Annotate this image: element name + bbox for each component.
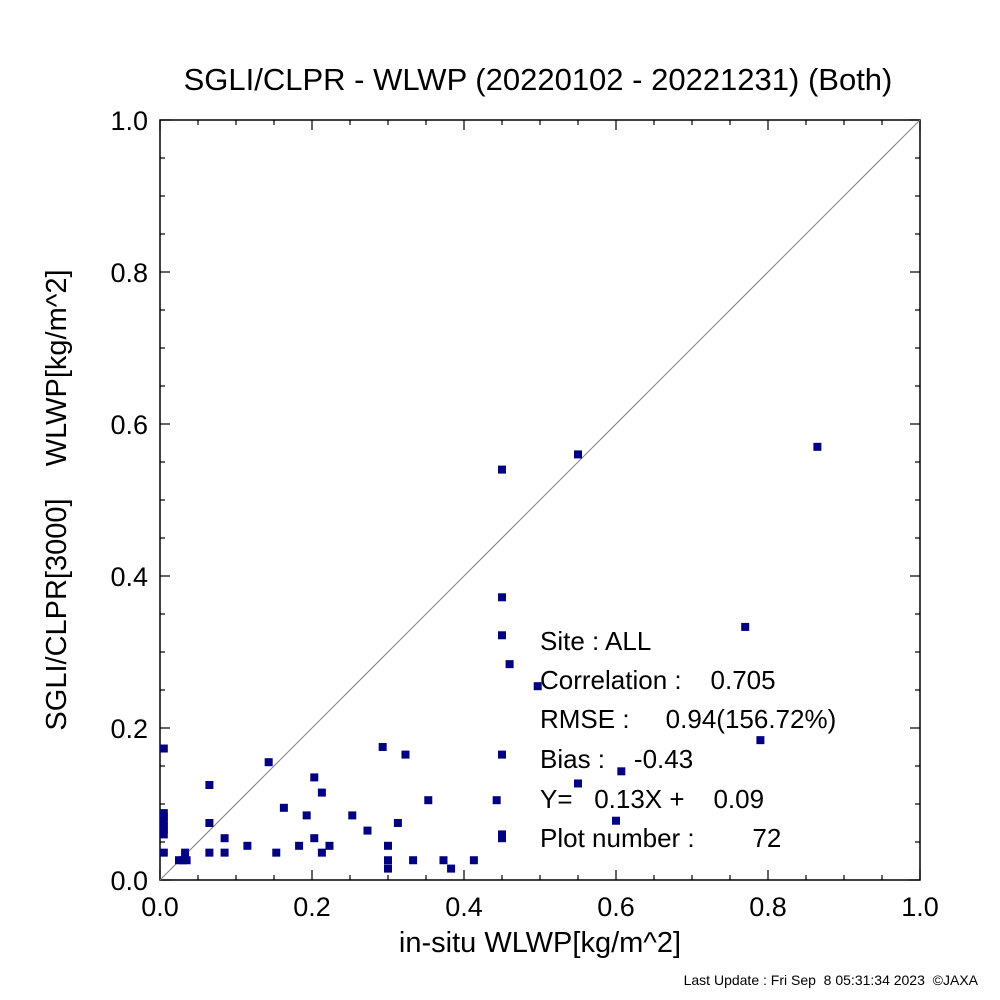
data-point <box>159 825 168 834</box>
data-point <box>533 682 542 691</box>
data-point <box>741 622 750 631</box>
stat-regression: Y= 0.13X + 0.09 <box>540 784 764 814</box>
data-point <box>159 817 168 826</box>
data-point <box>409 856 418 865</box>
data-point <box>182 856 191 865</box>
data-point <box>498 593 506 602</box>
data-point <box>505 660 514 669</box>
chart-title: SGLI/CLPR - WLWP (20220102 - 20221231) (… <box>184 62 893 97</box>
data-point <box>310 834 319 843</box>
data-point <box>243 841 252 850</box>
data-point <box>159 830 168 839</box>
data-point <box>325 841 334 850</box>
data-point <box>612 816 620 825</box>
data-point <box>264 758 273 767</box>
data-point <box>617 767 626 776</box>
x-tick-label: 0.8 <box>749 892 787 922</box>
data-points <box>159 442 822 873</box>
axis-ticks <box>159 119 921 881</box>
x-tick-label: 0.0 <box>141 892 179 922</box>
x-tick-label: 0.6 <box>597 892 635 922</box>
x-tick-label: 1.0 <box>901 892 939 922</box>
data-point <box>302 811 311 820</box>
data-point <box>469 856 478 865</box>
stat-bias: Bias : -0.43 <box>540 744 693 774</box>
data-point <box>220 848 229 857</box>
data-point <box>498 834 506 843</box>
data-point <box>384 856 392 865</box>
data-point <box>295 841 304 850</box>
data-point <box>498 465 506 474</box>
y-tick-label: 0.2 <box>110 714 148 744</box>
data-point <box>498 631 506 640</box>
data-point <box>205 781 214 789</box>
data-point <box>317 788 326 797</box>
data-point <box>393 819 402 827</box>
x-tick-label: 0.4 <box>445 892 483 922</box>
data-point <box>378 743 387 751</box>
x-tick-label: 0.2 <box>293 892 331 922</box>
data-point <box>401 750 410 759</box>
data-point <box>205 848 214 857</box>
last-update-footer: Last Update : Fri Sep 8 05:31:34 2023 ©J… <box>684 972 979 988</box>
data-point <box>813 442 822 451</box>
stat-rmse: RMSE : 0.94(156.72%) <box>540 704 836 734</box>
data-point <box>348 811 357 820</box>
data-point <box>498 750 506 759</box>
x-tick-labels: 0.0 0.2 0.4 0.6 0.8 1.0 <box>141 892 939 922</box>
data-point <box>447 864 456 873</box>
data-point <box>181 848 190 857</box>
one-to-one-line <box>159 119 921 881</box>
data-point <box>272 848 281 857</box>
data-point <box>756 736 765 745</box>
data-point <box>384 864 392 873</box>
data-point <box>574 450 582 459</box>
y-tick-label: 0.8 <box>110 258 148 288</box>
data-point <box>159 812 168 821</box>
data-point <box>439 856 448 865</box>
data-point <box>205 819 214 827</box>
data-point <box>310 773 319 782</box>
data-point <box>159 848 168 857</box>
data-point <box>220 834 229 843</box>
stat-site: Site : ALL <box>540 626 651 656</box>
x-axis-label: in-situ WLWP[kg/m^2] <box>399 927 681 959</box>
y-tick-label: 0.4 <box>110 562 148 592</box>
y-tick-label: 1.0 <box>110 106 148 136</box>
statistics-panel: Site : ALL Correlation : 0.705 RMSE : 0.… <box>540 626 836 853</box>
data-point <box>492 796 501 805</box>
data-point <box>317 848 326 857</box>
y-tick-label: 0.6 <box>110 410 148 440</box>
data-point <box>279 803 288 812</box>
stat-correlation: Correlation : 0.705 <box>540 665 776 695</box>
data-point <box>159 744 168 753</box>
y-axis-label: SGLI/CLPR[3000] WLWP[kg/m^2] <box>41 269 73 730</box>
data-point <box>424 796 433 805</box>
y-tick-label: 0.0 <box>110 866 148 896</box>
y-tick-labels: 0.0 0.2 0.4 0.6 0.8 1.0 <box>110 106 148 896</box>
data-point <box>384 841 392 850</box>
data-point <box>574 779 582 788</box>
stat-plot-number: Plot number : 72 <box>540 823 781 853</box>
data-point <box>363 826 372 835</box>
